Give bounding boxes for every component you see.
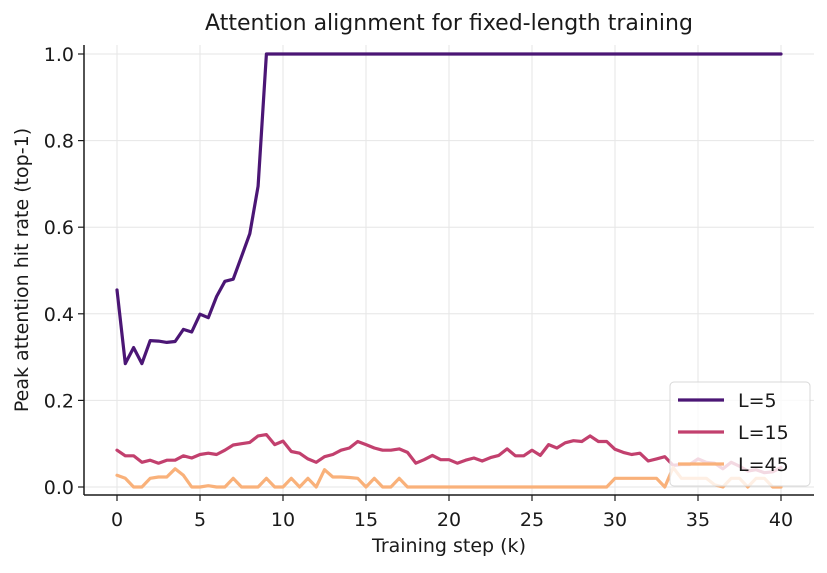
y-tick-label: 0.6 [44, 217, 74, 239]
legend-label-l-5: L=5 [738, 390, 777, 412]
legend: L=5 L=15 L=45 [669, 381, 811, 487]
x-tick-label: 40 [769, 509, 793, 531]
y-tick-label: 0.0 [44, 477, 74, 499]
x-tick-label: 35 [686, 509, 710, 531]
chart-title: Attention alignment for fixed-length tra… [205, 11, 693, 36]
x-tick-label: 20 [437, 509, 461, 531]
x-axis-label: Training step (k) [371, 535, 526, 557]
x-tick-label: 10 [271, 509, 295, 531]
legend-box [669, 381, 811, 487]
series-line-l-5 [115, 52, 783, 366]
y-axis-ticks: 0.0 0.2 0.4 0.6 0.8 1.0 [44, 44, 84, 499]
x-tick-label: 30 [603, 509, 627, 531]
legend-label-l-45: L=45 [738, 454, 789, 476]
x-tick-label: 5 [194, 509, 206, 531]
grid-lines [84, 45, 814, 495]
y-tick-label: 0.4 [44, 304, 74, 326]
x-tick-label: 15 [354, 509, 378, 531]
y-axis-label: Peak attention hit rate (top-1) [11, 128, 33, 412]
legend-label-l-15: L=15 [738, 422, 789, 444]
x-tick-label: 0 [111, 509, 123, 531]
x-tick-label: 25 [520, 509, 544, 531]
y-tick-label: 0.8 [44, 131, 74, 153]
x-axis-ticks: 0 5 10 15 20 25 30 35 40 [111, 495, 793, 531]
y-tick-label: 0.2 [44, 390, 74, 412]
y-tick-label: 1.0 [44, 44, 74, 66]
